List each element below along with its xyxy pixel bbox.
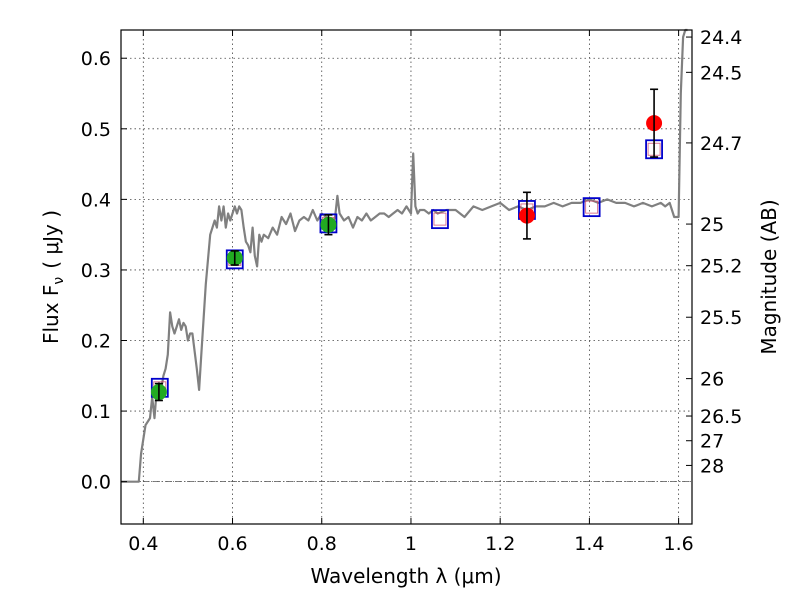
model-box-marker <box>431 209 449 230</box>
model-box-marker <box>582 197 601 218</box>
x-tick-label: 1 <box>405 533 417 555</box>
y-axis-right-label: Magnitude (AB) <box>757 199 781 354</box>
model-box-inner-marker <box>433 212 447 226</box>
y-tick-label: 0.3 <box>81 260 111 282</box>
x-tick-label: 0.8 <box>307 533 337 555</box>
y-right-tick-label: 24.4 <box>700 27 742 49</box>
y-axis-label-unit: ( μJy ) <box>39 210 63 269</box>
y-axis-right-label-group: Magnitude (AB) <box>757 199 781 354</box>
y-right-tick-label: 25.5 <box>700 307 742 329</box>
x-tick-label: 0.6 <box>217 533 247 555</box>
y-right-tick-label: 24.7 <box>700 133 742 155</box>
y-right-tick-label: 27 <box>700 431 724 453</box>
x-tick-label: 1.2 <box>485 533 515 555</box>
y-axis-label: Flux Fν ( μJy ) <box>39 210 67 344</box>
y-tick-label: 0.4 <box>81 189 111 211</box>
spectrum-series <box>121 28 688 483</box>
grid <box>121 30 692 524</box>
y-right-tick-label: 25 <box>700 214 724 236</box>
y-right-tick-label: 26.5 <box>700 406 742 428</box>
x-tick-label: 1.4 <box>574 533 604 555</box>
y-right-tick-label: 25.2 <box>700 256 742 278</box>
y-axis-label-subscript: ν <box>51 277 67 285</box>
spectrum-line <box>121 28 688 483</box>
y-axis-left: 0.0 0.1 0.2 0.3 0.4 0.5 0.6 <box>81 48 127 494</box>
x-tick-label: 1.6 <box>664 533 694 555</box>
photometry-series <box>150 88 663 402</box>
x-axis: 0.4 0.6 0.8 1 1.2 1.4 1.6 <box>128 30 694 555</box>
model-box-series <box>150 139 663 398</box>
y-right-tick-label: 26 <box>700 369 724 391</box>
y-tick-label: 0.6 <box>81 48 111 70</box>
x-axis-label: Wavelength λ (μm) <box>310 564 501 588</box>
plot-frame <box>120 29 693 525</box>
y-axis-label-text: Flux F <box>39 285 63 344</box>
model-box-inner-marker <box>585 200 599 214</box>
x-tick-label: 0.4 <box>128 533 158 555</box>
y-right-tick-label: 24.5 <box>700 62 742 84</box>
y-tick-label: 0.0 <box>81 472 111 494</box>
y-tick-label: 0.1 <box>81 401 111 423</box>
y-right-tick-label: 28 <box>700 455 724 477</box>
y-tick-label: 0.5 <box>81 119 111 141</box>
y-tick-label: 0.2 <box>81 331 111 353</box>
y-axis-label-group: Flux Fν ( μJy ) <box>39 210 67 344</box>
